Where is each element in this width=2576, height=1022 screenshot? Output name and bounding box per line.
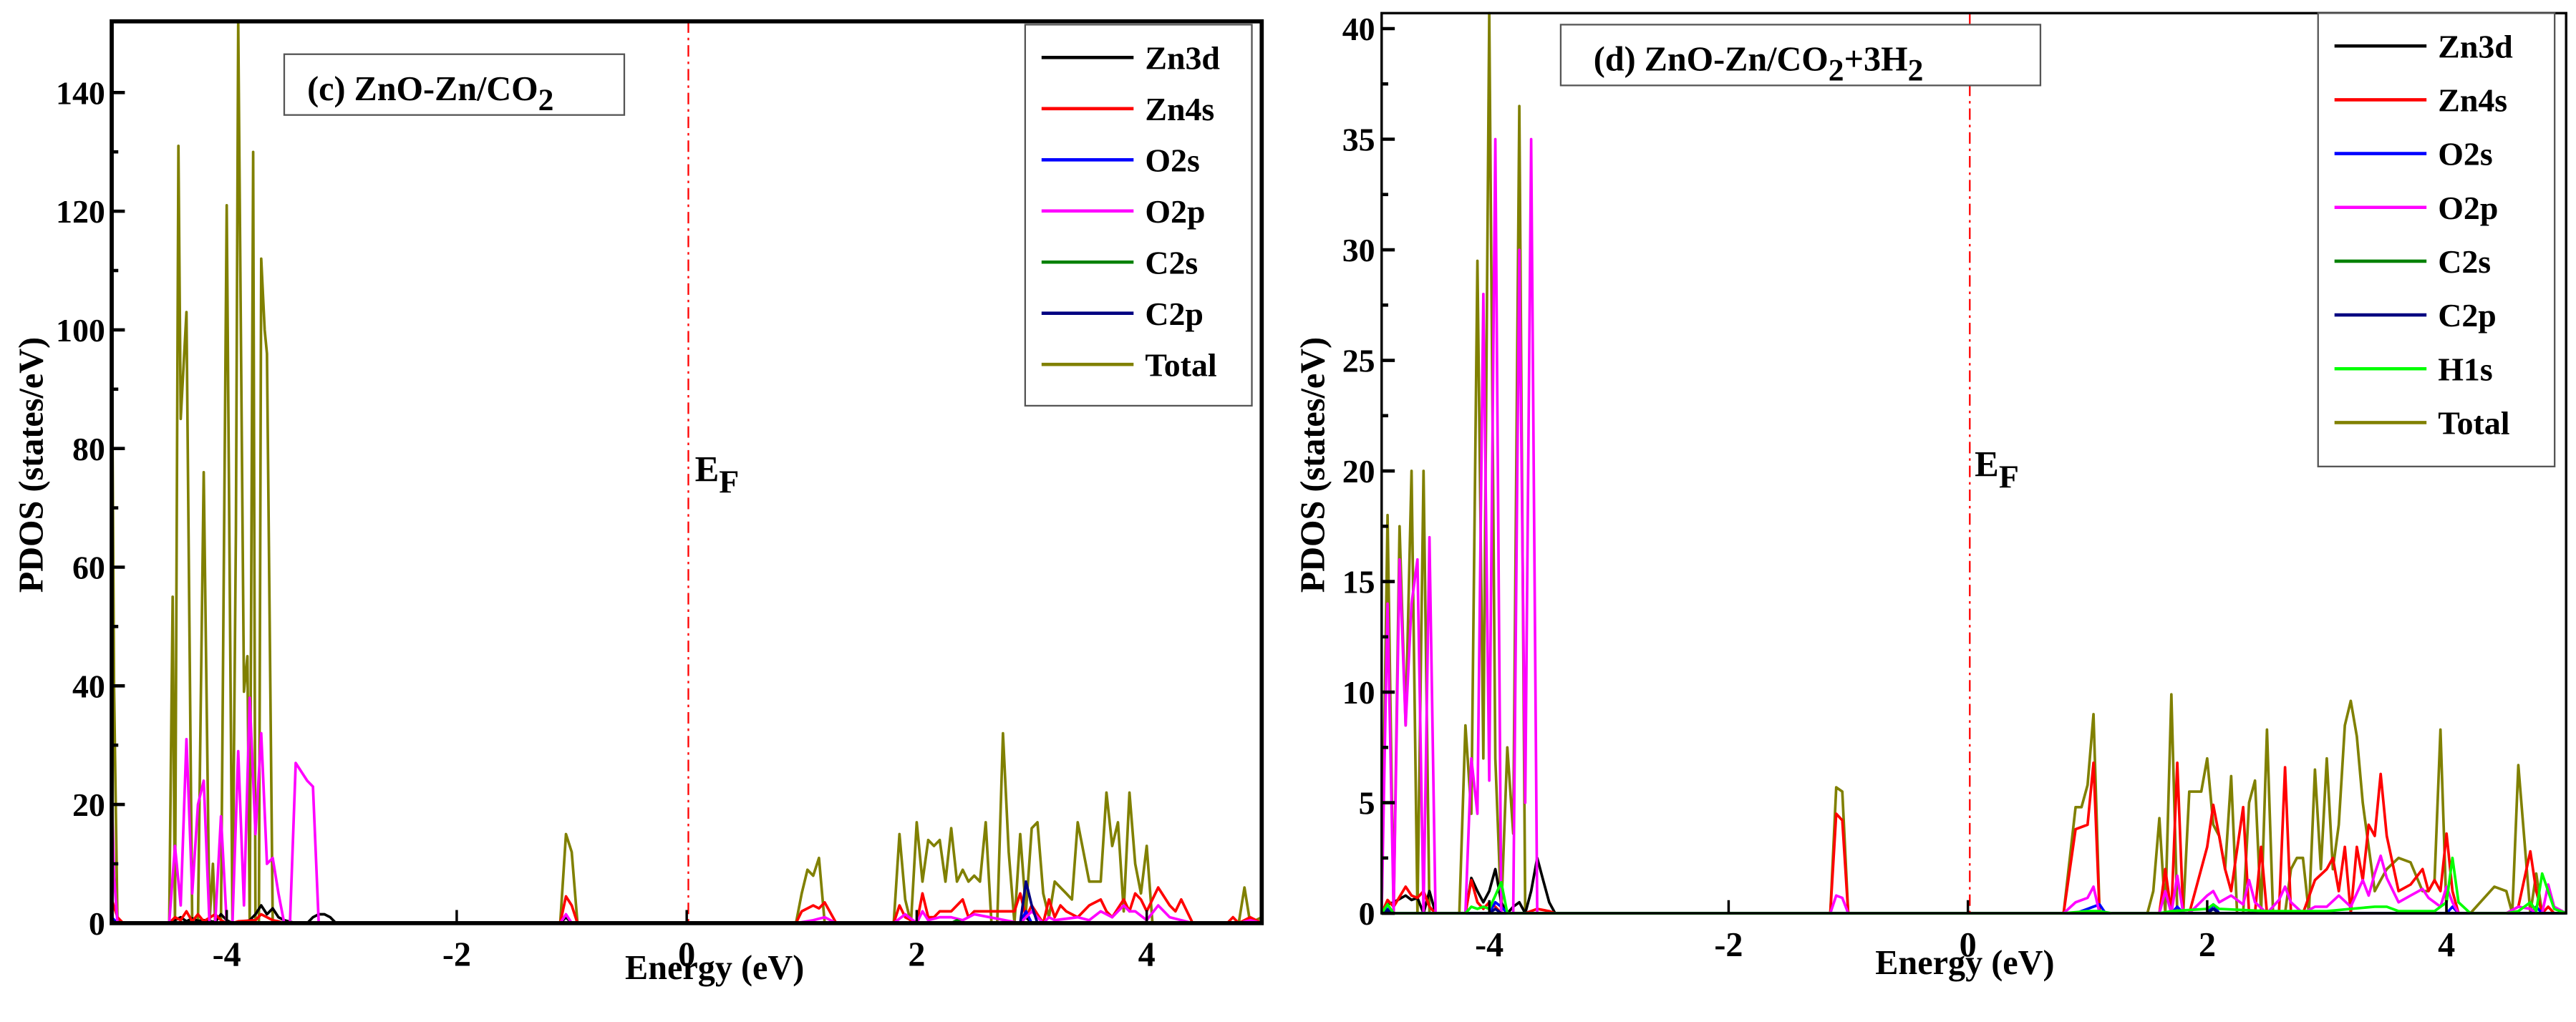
panel-c-legend: Zn3d Zn4s O2s O2p C2s C2p Total <box>1024 24 1253 407</box>
legend-label-o2p: O2p <box>1145 193 1205 230</box>
x-tick-label: -4 <box>1475 926 1504 964</box>
x-tick-label: -2 <box>442 936 471 974</box>
legend-label-h1s: H1s <box>2438 351 2492 387</box>
panel-c-title-box: (c) ZnO-Zn/CO2 <box>283 53 626 117</box>
series-line-o2p <box>1380 137 2567 915</box>
y-tick-label: 5 <box>1359 785 1375 822</box>
series-line-o2p <box>110 696 1262 925</box>
panel-c-x-axis-label: Energy (eV) <box>625 949 804 987</box>
legend-label-zn3d: Zn3d <box>2438 28 2513 64</box>
y-tick-label: 35 <box>1342 122 1375 158</box>
legend-label-o2p: O2p <box>2438 190 2498 226</box>
x-tick-label: 0 <box>1960 926 1977 964</box>
y-tick-label: 25 <box>1342 343 1375 379</box>
x-tick-label: -4 <box>213 936 241 974</box>
y-tick-label: 100 <box>56 312 105 349</box>
y-tick-label: 10 <box>1342 674 1375 711</box>
series-line-zn4s <box>1380 761 2567 915</box>
y-tick-label: 40 <box>72 668 105 704</box>
panel-d-title-box: (d) ZnO-Zn/CO2+3H2 <box>1559 24 2042 88</box>
panel-d-y-axis-label: PDOS (states/eV) <box>1294 337 1332 593</box>
y-tick-label: 20 <box>72 787 105 823</box>
panel-d-x-axis-label: Energy (eV) <box>1875 944 2054 982</box>
x-tick-label: 4 <box>2438 926 2455 964</box>
legend-label-o2s: O2s <box>1145 142 1199 178</box>
y-tick-label: 140 <box>56 74 105 111</box>
legend-label-c2p: C2p <box>2438 297 2497 334</box>
y-tick-label: 0 <box>1359 895 1375 932</box>
legend-label-total: Total <box>2438 404 2509 441</box>
x-tick-label: 2 <box>2199 926 2216 964</box>
legend-label-zn3d: Zn3d <box>1145 39 1220 76</box>
y-tick-label: 15 <box>1342 564 1375 600</box>
svg-text:(d) ZnO-Zn/CO2+3H2: (d) ZnO-Zn/CO2+3H2 <box>1594 41 1924 88</box>
legend-label-c2s: C2s <box>1145 244 1198 281</box>
x-tick-label: 2 <box>908 936 925 974</box>
legend-label-total: Total <box>1145 346 1216 383</box>
legend-label-zn4s: Zn4s <box>1145 91 1214 127</box>
panel-c-y-axis-label: PDOS (states/eV) <box>13 337 51 593</box>
series-line-zn3d <box>1380 856 2567 915</box>
y-tick-label: 20 <box>1342 453 1375 490</box>
svg-text:(c) ZnO-Zn/CO2: (c) ZnO-Zn/CO2 <box>307 70 553 117</box>
x-tick-label: 4 <box>1138 936 1156 974</box>
y-tick-label: 120 <box>56 193 105 230</box>
panel-d-fermi-label: EF <box>1975 444 2019 495</box>
series-line-total <box>110 20 1263 925</box>
y-tick-label: 40 <box>1342 11 1375 47</box>
panel-c-fermi-label: EF <box>695 449 740 500</box>
y-tick-label: 0 <box>89 905 105 942</box>
y-tick-label: 80 <box>72 431 105 467</box>
legend-label-c2p: C2p <box>1145 296 1204 332</box>
legend-label-c2s: C2s <box>2438 243 2491 280</box>
x-tick-label: 0 <box>678 936 695 974</box>
panel-d-legend: Zn3d Zn4s O2s O2p C2s C2p H1s Total <box>2317 12 2556 467</box>
legend-label-zn4s: Zn4s <box>2438 82 2507 118</box>
legend-label-o2s: O2s <box>2438 136 2492 172</box>
y-tick-label: 30 <box>1342 232 1375 268</box>
x-tick-label: -2 <box>1714 926 1743 964</box>
panel-d-axes-frame <box>1380 11 2567 915</box>
y-tick-label: 60 <box>72 550 105 586</box>
